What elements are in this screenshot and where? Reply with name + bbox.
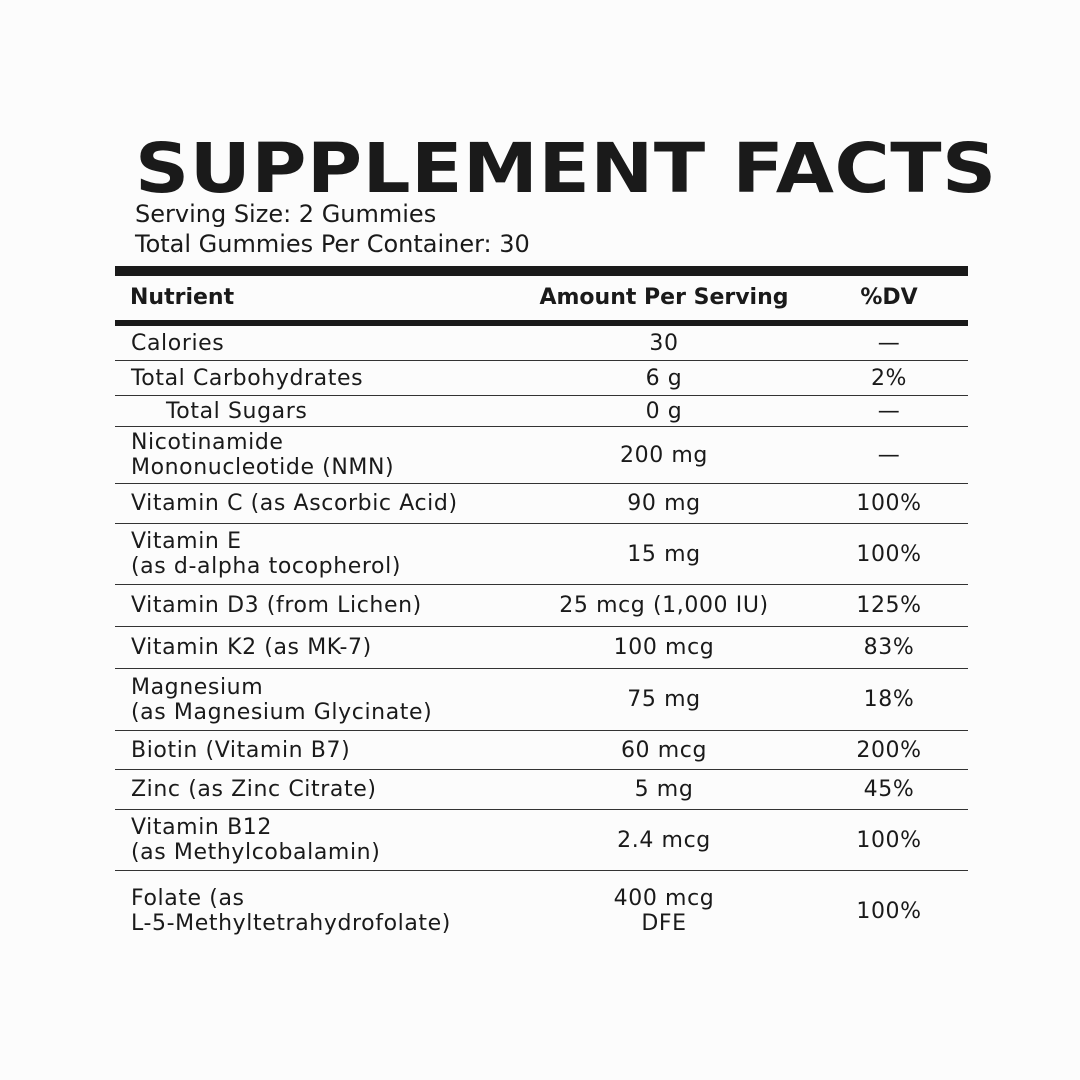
nutrient-name: Biotin (Vitamin B7) — [131, 737, 351, 763]
nutrient-dv: 2% — [870, 365, 908, 391]
table-row: Total Sugars 0 g — — [115, 396, 968, 427]
table-row: Magnesium (as Magnesium Glycinate) 75 mg 1… — [115, 669, 968, 731]
table-row: Vitamin E (as d-alpha tocopherol) 15 mg 10… — [115, 524, 968, 585]
nutrient-amount: 2.4 mcg — [617, 827, 711, 853]
nutrient-name: Vitamin D3 (from Lichen) — [131, 593, 422, 618]
nutrient-name: Vitamin E (as d-alpha tocopherol) — [131, 529, 402, 579]
nutrient-name: Total Carbohydrates — [131, 365, 364, 391]
nutrient-dv: 100% — [856, 541, 922, 567]
table-row: Vitamin B12 (as Methylcobalamin) 2.4 mcg 1… — [115, 810, 968, 871]
nutrient-dv: 100% — [856, 827, 922, 853]
header-divider — [115, 320, 968, 326]
nutrient-amount: 30 — [649, 330, 679, 356]
nutrient-dv: — — [877, 330, 901, 356]
nutrient-amount: 6 g — [645, 365, 683, 391]
nutrient-dv: — — [877, 442, 901, 468]
page-title: SUPPLEMENT FACTS — [135, 129, 997, 209]
serving-size: Serving Size: 2 Gummies — [135, 200, 437, 228]
nutrient-amount: 25 mcg (1,000 IU) — [559, 593, 769, 618]
header-dv: %DV — [860, 285, 918, 310]
servings-per-container: Total Gummies Per Container: 30 — [135, 230, 530, 258]
nutrient-dv: 200% — [856, 737, 922, 763]
top-divider — [115, 266, 968, 276]
nutrient-name: Nicotinamide Mononucleotide (NMN) — [131, 430, 395, 480]
nutrient-name: Magnesium (as Magnesium Glycinate) — [131, 674, 433, 725]
nutrient-amount: 100 mcg — [613, 635, 715, 660]
table-row: Calories 30 — — [115, 326, 968, 361]
header-amount: Amount Per Serving — [539, 285, 789, 310]
nutrient-amount: 15 mg — [627, 541, 701, 567]
nutrient-amount: 400 mcg DFE — [613, 886, 715, 936]
nutrient-dv: 83% — [863, 635, 915, 660]
nutrient-amount: 90 mg — [627, 491, 701, 516]
table-row: Nicotinamide Mononucleotide (NMN) 200 mg — — [115, 427, 968, 484]
nutrient-name: Folate (as L-5-Methyltetrahydrofolate) — [131, 886, 451, 936]
table-header: Nutrient Amount Per Serving %DV — [115, 276, 968, 320]
nutrient-name: Vitamin K2 (as MK-7) — [131, 635, 372, 660]
table-row: Vitamin D3 (from Lichen) 25 mcg (1,000 IU… — [115, 585, 968, 627]
table-row: Vitamin C (as Ascorbic Acid) 90 mg 100% — [115, 484, 968, 524]
nutrient-amount: 75 mg — [627, 687, 701, 712]
nutrient-dv: 18% — [863, 687, 915, 712]
nutrient-name: Zinc (as Zinc Citrate) — [131, 777, 377, 802]
nutrient-name: Total Sugars — [166, 398, 308, 424]
nutrient-amount: 60 mcg — [620, 737, 708, 763]
nutrient-amount: 0 g — [645, 398, 683, 424]
nutrient-dv: 100% — [856, 898, 922, 924]
nutrient-amount: 5 mg — [634, 777, 694, 802]
table-row: Total Carbohydrates 6 g 2% — [115, 361, 968, 396]
nutrient-dv: 125% — [856, 593, 922, 618]
nutrient-name: Vitamin C (as Ascorbic Acid) — [131, 491, 458, 516]
nutrient-amount: 200 mg — [620, 442, 708, 468]
header-nutrient: Nutrient — [130, 285, 235, 310]
table-row: Folate (as L-5-Methyltetrahydrofolate) 40… — [115, 871, 968, 951]
table-row: Zinc (as Zinc Citrate) 5 mg 45% — [115, 770, 968, 810]
nutrient-dv: 100% — [856, 491, 922, 516]
nutrient-dv: — — [877, 398, 901, 424]
nutrient-dv: 45% — [863, 777, 915, 802]
nutrient-name: Calories — [131, 330, 225, 356]
table-row: Vitamin K2 (as MK-7) 100 mcg 83% — [115, 627, 968, 669]
table-row: Biotin (Vitamin B7) 60 mcg 200% — [115, 731, 968, 770]
nutrient-name: Vitamin B12 (as Methylcobalamin) — [131, 815, 381, 865]
